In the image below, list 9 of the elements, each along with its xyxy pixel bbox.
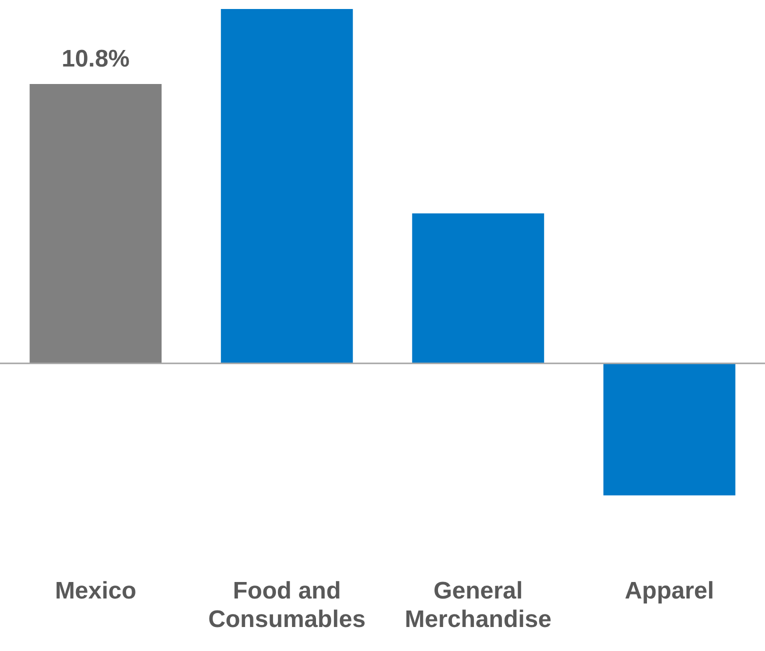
bar — [220, 9, 353, 364]
x-tick-label: Food and Consumables — [208, 577, 366, 634]
bar — [603, 363, 736, 496]
bar — [30, 84, 162, 364]
data-label: 10.8% — [62, 46, 130, 73]
x-tick-label: Mexico — [54, 577, 136, 604]
x-tick-label: General Merchandise — [404, 577, 552, 634]
bar — [412, 213, 544, 364]
x-tick-label: Apparel — [624, 577, 714, 604]
